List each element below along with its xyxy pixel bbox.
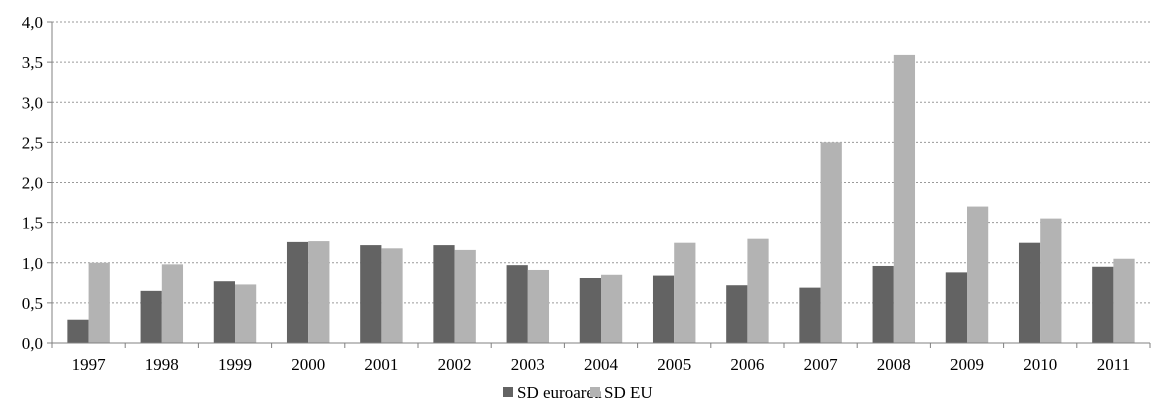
bar-sd-eu — [893, 54, 916, 344]
x-tick-label: 2005 — [657, 355, 691, 374]
legend-label: SD euroarea — [517, 383, 602, 402]
bars — [67, 54, 1135, 344]
bar-sd-euroarea — [140, 290, 162, 343]
bar-sd-euroarea — [726, 285, 748, 343]
bar-sd-euroarea — [945, 272, 967, 343]
bar-sd-eu — [527, 269, 550, 343]
bar-sd-eu — [161, 264, 184, 343]
legend-swatch — [503, 387, 513, 397]
bar-sd-euroarea — [506, 265, 528, 343]
bar-sd-eu — [1113, 258, 1135, 343]
x-tick-label: 2007 — [804, 355, 839, 374]
x-tick-label: 2000 — [291, 355, 325, 374]
bar-sd-euroarea — [872, 265, 894, 343]
legend-swatch — [590, 387, 600, 397]
y-tick-label: 2,5 — [22, 133, 43, 152]
y-tick-label: 3,5 — [22, 53, 43, 72]
y-tick-label: 0,0 — [22, 334, 43, 353]
x-tick-label: 2009 — [950, 355, 984, 374]
bar-sd-eu — [674, 242, 696, 343]
x-tick-label: 2003 — [511, 355, 545, 374]
bar-sd-euroarea — [433, 245, 455, 343]
bar-sd-eu — [1040, 218, 1062, 343]
x-tick-label: 2004 — [584, 355, 619, 374]
x-tick-label: 2001 — [364, 355, 398, 374]
legend: SD euroarea SD EU — [503, 383, 653, 402]
bar-sd-euroarea — [360, 245, 382, 343]
bar-sd-eu — [381, 248, 403, 343]
y-tick-label: 1,0 — [22, 254, 43, 273]
bar-sd-eu — [967, 206, 989, 343]
bar-sd-euroarea — [652, 275, 675, 343]
bar-sd-euroarea — [67, 319, 89, 343]
bar-sd-euroarea — [213, 281, 235, 343]
bar-sd-euroarea — [1092, 266, 1114, 343]
y-tick-label: 3,0 — [22, 93, 43, 112]
x-tick-label: 1999 — [218, 355, 252, 374]
legend-label: SD EU — [604, 383, 653, 402]
bar-sd-euroarea — [1018, 242, 1041, 343]
x-tick-label: 2008 — [877, 355, 911, 374]
x-tick-label: 1998 — [145, 355, 179, 374]
y-tick-label: 2,0 — [22, 174, 43, 193]
bar-sd-eu — [747, 238, 769, 343]
x-tick-label: 2002 — [438, 355, 472, 374]
bar-sd-eu — [235, 284, 257, 343]
y-tick-label: 0,5 — [22, 294, 43, 313]
x-tick-label: 2011 — [1097, 355, 1130, 374]
bar-sd-euroarea — [799, 287, 821, 343]
bar-sd-eu — [88, 262, 110, 343]
x-tick-label: 2010 — [1023, 355, 1057, 374]
x-axis-ticks: 1997 1998 1999 2000 2001 2002 2003 2004 2005 2006… — [51, 343, 1151, 374]
x-tick-label: 2006 — [730, 355, 764, 374]
y-axis-ticks: 0,0 0,5 1,0 1,5 2,0 2,5 3,0 3,5 4,0 — [22, 13, 52, 353]
bar-sd-eu — [308, 241, 330, 343]
y-tick-label: 4,0 — [22, 13, 43, 32]
bar-sd-eu — [454, 249, 476, 343]
bar-sd-eu — [601, 274, 623, 343]
x-tick-label: 1997 — [72, 355, 107, 374]
y-tick-label: 1,5 — [22, 214, 43, 233]
bar-sd-euroarea — [579, 277, 601, 343]
bar-sd-eu — [820, 142, 842, 343]
bar-sd-euroarea — [286, 241, 309, 343]
